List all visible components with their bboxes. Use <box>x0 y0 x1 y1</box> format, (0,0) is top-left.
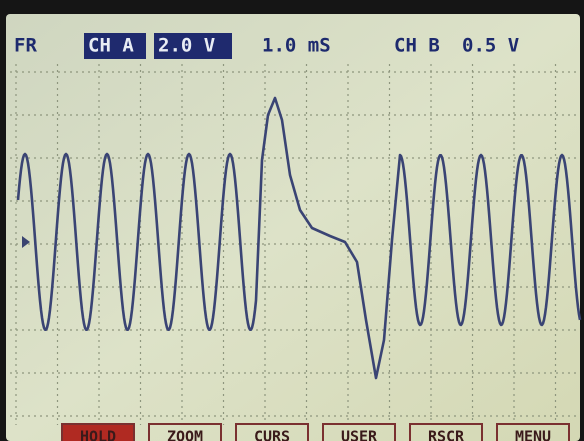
page: FR CH A 2.0 V 1.0 mS CH B 0.5 V HOLD ZOOM… <box>0 0 584 441</box>
timebase: 1.0 mS <box>262 35 331 57</box>
softkey-label[interactable]: USER <box>341 428 378 441</box>
softkey-label[interactable]: CURS <box>254 428 290 441</box>
channel-a-label: CH A <box>88 35 134 57</box>
softkey-label[interactable]: HOLD <box>80 428 116 441</box>
channel-a-scale: 2.0 V <box>158 35 215 57</box>
softkey-label[interactable]: MENU <box>515 428 551 441</box>
channel-b-label: CH B <box>394 35 440 57</box>
display <box>6 14 580 441</box>
channel-b-scale: 0.5 V <box>462 35 519 57</box>
oscilloscope-screen: FR CH A 2.0 V 1.0 mS CH B 0.5 V HOLD ZOOM… <box>0 0 584 441</box>
softkey-label[interactable]: ZOOM <box>167 428 203 441</box>
softkey-label[interactable]: RSCR <box>428 428 465 441</box>
mode-label: FR <box>14 35 37 57</box>
